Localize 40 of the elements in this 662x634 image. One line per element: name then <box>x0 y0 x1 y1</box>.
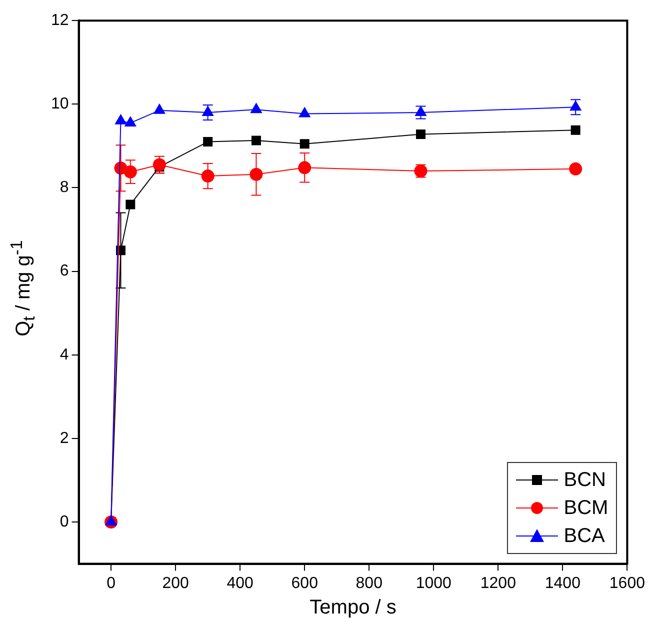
x-tick-label: 1600 <box>609 574 646 592</box>
x-tick-label: 800 <box>356 574 383 592</box>
point <box>202 106 214 116</box>
point <box>124 165 137 178</box>
x-tick-label: 200 <box>162 574 190 592</box>
point <box>298 161 312 174</box>
point <box>298 107 310 118</box>
x-axis-title: Tempo / s <box>310 596 396 619</box>
x-tick-label: 1000 <box>416 574 452 592</box>
point <box>203 137 213 147</box>
legend-label: BCM <box>564 496 608 521</box>
point <box>570 125 580 135</box>
y-tick-label: 0 <box>60 513 69 530</box>
x-tick-label: 1200 <box>480 574 516 592</box>
x-tick-label: 0 <box>106 574 116 592</box>
point <box>251 136 261 146</box>
point <box>152 158 166 172</box>
point <box>570 100 582 111</box>
y-tick-label: 8 <box>60 179 69 196</box>
legend-label: BCA <box>564 524 605 549</box>
point <box>300 139 310 149</box>
point <box>115 114 126 124</box>
point <box>126 200 136 210</box>
x-tick-label: 400 <box>226 574 254 592</box>
point <box>415 106 426 116</box>
point <box>201 170 214 183</box>
y-tick-label: 12 <box>51 12 69 30</box>
point <box>250 103 262 114</box>
y-tick-label: 4 <box>60 346 69 364</box>
y-tick-label: 10 <box>51 96 69 113</box>
x-tick-label: 1400 <box>544 574 581 592</box>
point <box>124 116 136 126</box>
point <box>250 168 263 181</box>
y-tick-label: 6 <box>60 262 69 280</box>
point <box>569 162 582 176</box>
x-tick-label: 600 <box>291 574 318 592</box>
y-tick-label: 2 <box>60 430 69 447</box>
point <box>154 104 166 114</box>
legend-label: BCN <box>564 468 606 493</box>
point <box>416 130 426 139</box>
